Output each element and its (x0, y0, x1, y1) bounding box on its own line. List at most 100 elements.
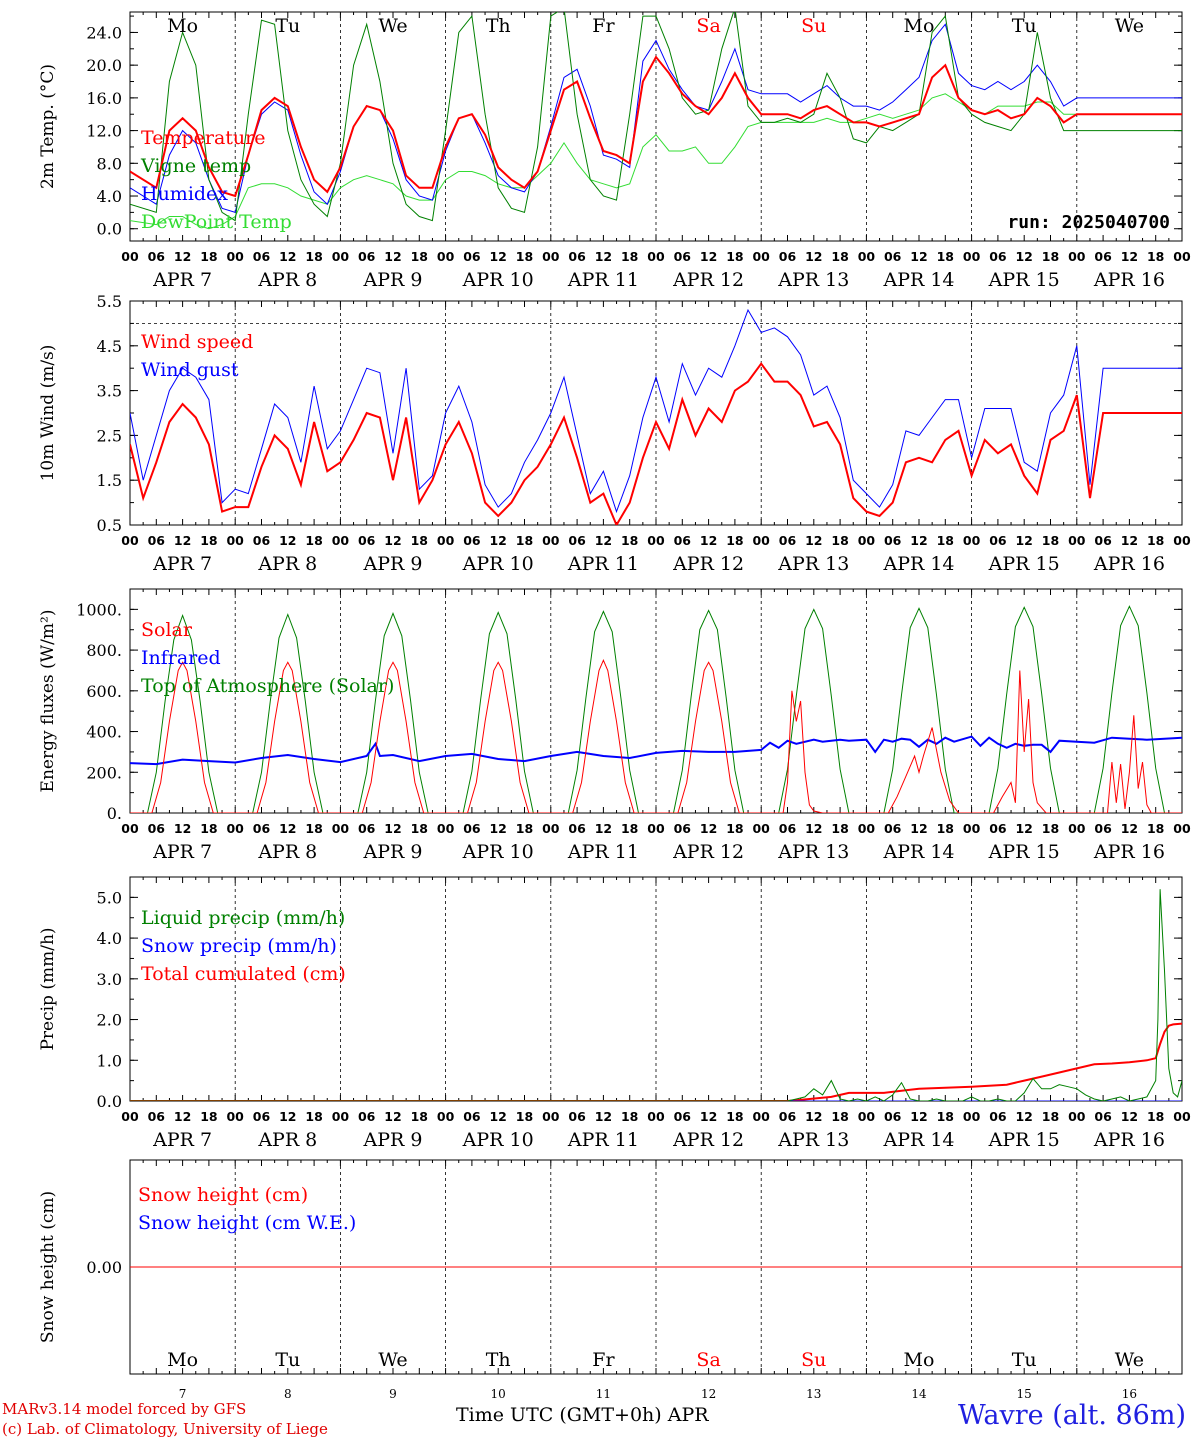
x-hour-label: 06 (253, 249, 271, 264)
x-hour-label: 18 (621, 533, 638, 548)
x-hour-label: 12 (279, 821, 296, 836)
x-hour-label: 12 (700, 249, 717, 264)
x-hour-label: 00 (647, 1109, 665, 1124)
station-label: Wavre (alt. 86m) (958, 1400, 1186, 1431)
x-date-label: APR 11 (567, 269, 639, 291)
x-hour-label: 00 (963, 1109, 981, 1124)
y-tick-label: 4.0 (97, 929, 122, 948)
weekday-label: Sa (696, 15, 720, 37)
x-hour-label: 18 (621, 249, 638, 264)
weekday-label: Sa (696, 1349, 720, 1371)
x-hour-label: 12 (595, 1109, 612, 1124)
weekday-label: We (378, 15, 407, 37)
y-tick-label: 1.0 (97, 1051, 122, 1070)
x-hour-label: 00 (1173, 821, 1191, 836)
x-hour-label: 06 (1094, 821, 1112, 836)
x-hour-label: 06 (674, 533, 692, 548)
x-hour-label: 12 (279, 249, 296, 264)
x-hour-label: 06 (989, 533, 1007, 548)
y-tick-label: 5.0 (97, 888, 122, 907)
run-label: run: 2025040700 (1007, 212, 1170, 233)
x-hour-label: 00 (226, 249, 244, 264)
x-hour-label: 12 (174, 1109, 191, 1124)
x-hour-label: 18 (937, 249, 954, 264)
x-date-label: APR 7 (152, 1129, 212, 1151)
x-hour-label: 12 (1121, 533, 1138, 548)
x-hour-label: 18 (831, 821, 848, 836)
legend-entry: Wind gust (141, 359, 239, 381)
x-hour-label: 00 (121, 1109, 139, 1124)
x-hour-label: 18 (305, 533, 322, 548)
x-date-label: APR 13 (777, 841, 849, 863)
x-hour-label: 12 (1121, 1109, 1138, 1124)
x-date-label: APR 9 (363, 269, 423, 291)
x-date-label: APR 16 (1093, 841, 1165, 863)
y-tick-label: 20.0 (86, 56, 122, 75)
x-hour-label: 00 (858, 533, 876, 548)
x-date-number: 9 (389, 1387, 397, 1401)
x-hour-label: 18 (726, 249, 743, 264)
x-hour-label: 12 (1015, 1109, 1032, 1124)
x-hour-label: 06 (358, 249, 376, 264)
x-hour-label: 18 (411, 821, 428, 836)
x-hour-label: 12 (174, 533, 191, 548)
x-hour-label: 00 (858, 1109, 876, 1124)
series-line (130, 93, 1182, 230)
x-hour-label: 18 (1147, 533, 1164, 548)
x-hour-label: 06 (1094, 1109, 1112, 1124)
x-date-label: APR 8 (257, 1129, 317, 1151)
legend-entry: Snow precip (mm/h) (141, 935, 337, 957)
y-tick-label: 0.0 (97, 1092, 122, 1111)
legend-entry: Wind speed (141, 331, 253, 353)
series-line (130, 1022, 1182, 1101)
x-hour-label: 18 (937, 821, 954, 836)
series-line (130, 735, 1182, 766)
weekday-label: Th (486, 15, 511, 37)
x-hour-label: 18 (621, 821, 638, 836)
x-hour-label: 00 (963, 249, 981, 264)
x-hour-label: 12 (384, 249, 401, 264)
x-hour-label: 06 (779, 249, 797, 264)
x-hour-label: 00 (121, 249, 139, 264)
x-hour-label: 18 (516, 533, 533, 548)
x-date-label: APR 7 (152, 841, 212, 863)
x-date-label: APR 10 (462, 1129, 534, 1151)
x-hour-label: 18 (1147, 1109, 1164, 1124)
x-hour-label: 06 (989, 249, 1007, 264)
x-date-label: APR 15 (988, 269, 1060, 291)
x-hour-label: 06 (1094, 533, 1112, 548)
panel-4: 0.0 1.0 2.0 3.0 4.0 5.0 Precip (mm/h) Liquid pr… (38, 876, 1191, 1151)
y-tick-label: 0.0 (97, 220, 122, 239)
y-axis-label: Precip (mm/h) (38, 927, 58, 1050)
x-hour-label: 06 (568, 533, 586, 548)
x-hour-label: 06 (463, 821, 481, 836)
series-line (130, 23, 1182, 214)
x-hour-label: 06 (358, 1109, 376, 1124)
x-hour-label: 12 (489, 1109, 506, 1124)
x-hour-label: 00 (858, 249, 876, 264)
legend-entry: Vigne temp (140, 155, 251, 177)
legend-entry: Liquid precip (mm/h) (141, 907, 345, 929)
x-hour-label: 12 (384, 821, 401, 836)
x-date-label: APR 9 (363, 841, 423, 863)
x-hour-label: 12 (1121, 821, 1138, 836)
x-hour-label: 00 (1173, 249, 1191, 264)
x-hour-label: 00 (1068, 1109, 1086, 1124)
y-tick-label: 3.0 (97, 970, 122, 989)
x-hour-label: 00 (332, 249, 350, 264)
x-hour-label: 06 (779, 1109, 797, 1124)
x-hour-label: 12 (279, 1109, 296, 1124)
x-hour-label: 06 (779, 821, 797, 836)
x-hour-label: 00 (437, 1109, 455, 1124)
x-date-label: APR 13 (777, 269, 849, 291)
time-axis-label: Time UTC (GMT+0h) APR (456, 1404, 709, 1426)
x-hour-label: 00 (437, 533, 455, 548)
x-date-label: APR 7 (152, 269, 212, 291)
x-hour-label: 00 (647, 249, 665, 264)
x-hour-label: 06 (884, 821, 902, 836)
x-hour-label: 12 (700, 1109, 717, 1124)
x-date-label: APR 12 (672, 269, 744, 291)
x-hour-label: 06 (674, 249, 692, 264)
y-axis-label: Energy fluxes (W/m²) (38, 610, 58, 793)
